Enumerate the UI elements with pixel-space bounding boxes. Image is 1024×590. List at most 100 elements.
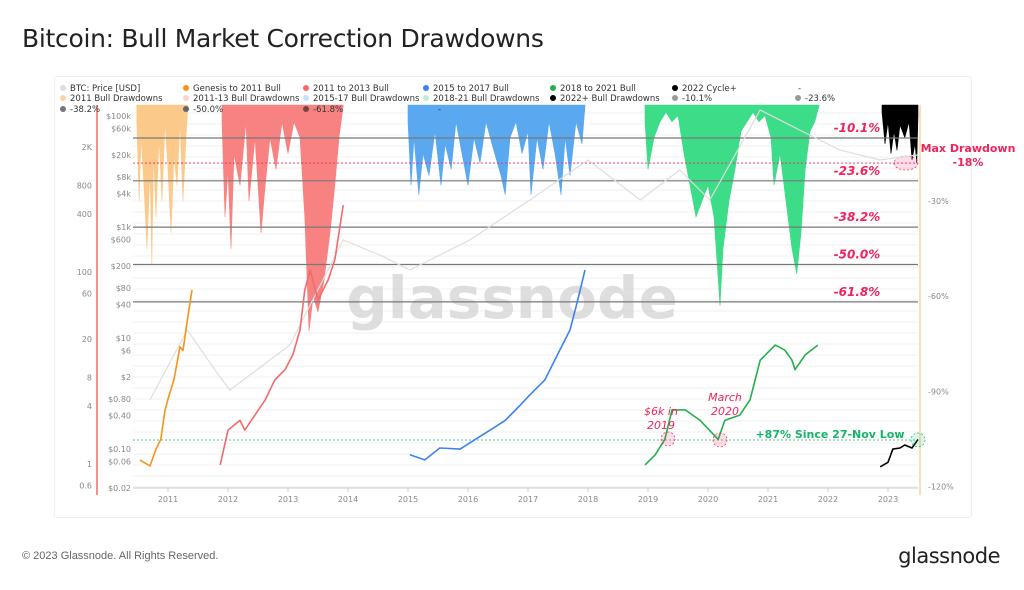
x-tick-label: 2011	[158, 495, 178, 504]
legend-item: -50.0%	[193, 105, 223, 115]
legend-swatch	[60, 95, 66, 101]
y-price-tick-label: $100k	[106, 112, 131, 121]
x-tick-label: 2023	[878, 495, 898, 504]
max-drawdown-label: Max Drawdown	[921, 142, 1016, 155]
y-secondary-tick-label: 4	[87, 402, 92, 411]
y-price-tick-label: $0.06	[108, 457, 131, 466]
glassnode-logo: glassnode	[898, 544, 1000, 568]
y-price-tick-label: $10	[116, 334, 131, 343]
legend-swatch	[183, 106, 189, 112]
price-line-2	[219, 204, 344, 466]
legend-item: 2011-13 Bull Drawdowns	[193, 94, 300, 104]
price-line-4	[644, 344, 819, 466]
y-price-tick-label: $40	[116, 301, 131, 310]
legend-item: 2018 to 2021 Bull	[560, 84, 636, 94]
y-price-tick-label: $0.80	[108, 395, 131, 404]
legend-item: -38.2%	[70, 105, 100, 115]
y-price-tick-label: $200	[111, 262, 131, 271]
x-tick-label: 2014	[338, 495, 358, 504]
legend-swatch	[183, 85, 189, 91]
watermark: glassnode	[346, 264, 678, 332]
annotation-marker	[712, 432, 728, 448]
y-drawdown-tick-label: -60%	[928, 292, 949, 301]
legend-swatch	[672, 95, 678, 101]
legend-item: -	[438, 105, 441, 115]
legend-item: Genesis to 2011 Bull	[193, 84, 281, 94]
legend-item: 2018-21 Bull Drawdowns	[433, 94, 540, 104]
legend-item: 2015-17 Bull Drawdowns	[313, 94, 420, 104]
y-price-tick-label: $600	[111, 235, 131, 244]
y-price-tick-label: $4k	[116, 190, 131, 199]
y-price-tick-label: $6	[121, 346, 131, 355]
legend-item: BTC: Price [USD]	[70, 84, 140, 94]
y-price-tick-label: $2	[121, 373, 131, 382]
x-tick-label: 2019	[638, 495, 658, 504]
copyright-footer: © 2023 Glassnode. All Rights Reserved.	[22, 550, 219, 562]
legend-item: 2011 Bull Drawdowns	[70, 94, 163, 104]
y-secondary-tick-label: 60	[82, 289, 92, 298]
y-price-tick-label: $80	[116, 284, 131, 293]
max-drawdown-value: -18%	[953, 156, 984, 169]
x-tick-label: 2017	[518, 495, 538, 504]
recovery-marker	[910, 432, 926, 448]
legend-swatch	[60, 85, 66, 91]
legend-swatch	[423, 95, 429, 101]
legend-item: -	[798, 84, 801, 94]
annotation-label: 2020	[711, 405, 739, 418]
level-label: -50.0%	[834, 248, 881, 262]
legend-item: 2011 to 2013 Bull	[313, 84, 389, 94]
x-tick-label: 2013	[278, 495, 298, 504]
legend-item: -23.6%	[805, 94, 835, 104]
legend-swatch	[303, 85, 309, 91]
y-drawdown-tick-label: -120%	[928, 482, 954, 491]
chart-card	[54, 76, 972, 518]
y-secondary-tick-label: 800	[77, 181, 92, 190]
price-line-1	[139, 289, 193, 467]
y-price-tick-label: $1k	[116, 223, 131, 232]
x-tick-label: 2021	[758, 495, 778, 504]
y-price-tick-label: $60k	[111, 124, 131, 133]
legend-item: -10.1%	[682, 94, 712, 104]
drawdown-area-4	[881, 104, 919, 164]
y-price-tick-label: $0.02	[108, 484, 131, 493]
y-drawdown-tick-label: -90%	[928, 387, 949, 396]
legend-swatch	[672, 85, 678, 91]
legend-swatch	[303, 95, 309, 101]
annotation-label: $6k in	[644, 405, 678, 418]
y-price-tick-label: $0.40	[108, 412, 131, 421]
annotation-marker	[660, 431, 676, 447]
x-tick-label: 2015	[398, 495, 418, 504]
legend-swatch	[550, 95, 556, 101]
y-secondary-tick-label: 8	[87, 373, 92, 382]
y-secondary-tick-label: 20	[82, 335, 92, 344]
legend-swatch	[183, 95, 189, 101]
level-label: -61.8%	[834, 285, 881, 299]
legend-swatch	[550, 85, 556, 91]
x-tick-label: 2020	[698, 495, 718, 504]
x-tick-label: 2012	[218, 495, 238, 504]
legend-swatch	[60, 106, 66, 112]
y-secondary-tick-label: 2K	[82, 143, 93, 152]
annotation-label: March	[708, 391, 742, 404]
legend-swatch	[423, 85, 429, 91]
level-label: -23.6%	[834, 164, 881, 178]
price-line-0	[149, 109, 919, 401]
recovery-label: +87% Since 27-Nov Low	[755, 428, 904, 441]
annotation-label: 2019	[647, 419, 675, 432]
y-secondary-tick-label: 1	[87, 460, 92, 469]
legend-item: 2022+ Bull Drawdowns	[560, 94, 660, 104]
drawdown-area-1	[221, 104, 344, 332]
y-price-tick-label: $8k	[116, 173, 131, 182]
price-line-3	[409, 269, 586, 461]
price-line-5	[879, 438, 919, 468]
x-tick-label: 2016	[458, 495, 478, 504]
level-label: -10.1%	[834, 121, 881, 135]
y-drawdown-tick-label: -30%	[928, 197, 949, 206]
drawdown-area-0	[136, 104, 189, 265]
y-secondary-tick-label: 0.6	[79, 481, 92, 490]
page-title: Bitcoin: Bull Market Correction Drawdown…	[22, 24, 544, 53]
level-label: -38.2%	[834, 210, 881, 224]
y-secondary-tick-label: 100	[77, 268, 92, 277]
y-price-tick-label: $0.10	[108, 445, 131, 454]
